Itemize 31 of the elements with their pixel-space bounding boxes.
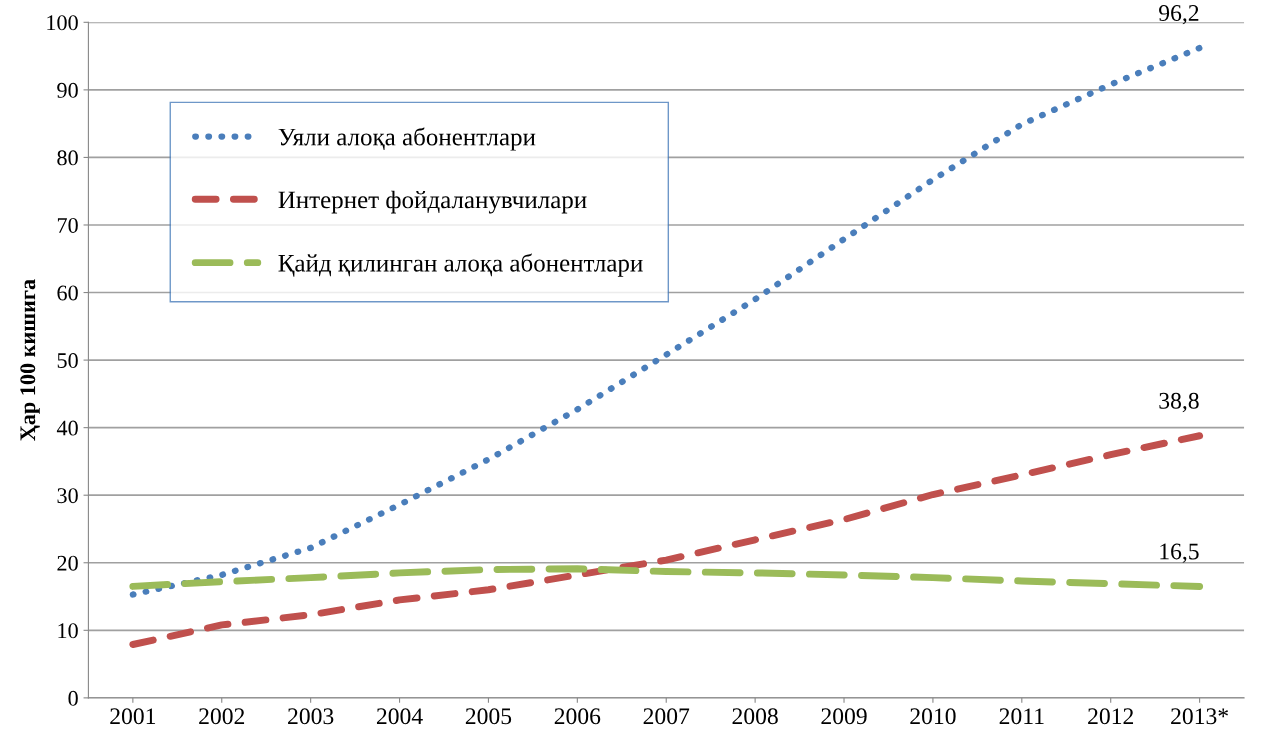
- x-tick-label: 2002: [199, 708, 245, 725]
- y-axis-title: Ҳар 100 кишига: [20, 279, 40, 441]
- x-tick-label: 2010: [910, 708, 956, 725]
- y-tick-label: 0: [68, 690, 78, 706]
- x-tick-label: 2006: [554, 708, 601, 725]
- y-tick-label: 100: [47, 15, 78, 31]
- y-tick-label: 20: [57, 555, 78, 571]
- y-tick-label: 80: [57, 150, 78, 166]
- y-tick-label: 70: [57, 217, 78, 233]
- legend-label: Интернет фойдаланувчилари: [278, 190, 587, 214]
- x-tick-label: 2007: [643, 708, 690, 725]
- legend-label: Қайд қилинган алоқа абонентлари: [278, 253, 643, 277]
- y-tick-label: 50: [57, 353, 78, 369]
- data-label: 96,2: [1159, 5, 1199, 25]
- y-tick-label: 30: [57, 488, 78, 504]
- x-tick-label: 2003: [288, 708, 334, 725]
- x-tick-label: 2008: [732, 708, 778, 725]
- y-tick-label: 90: [57, 82, 78, 98]
- x-tick-label: 2009: [821, 708, 867, 725]
- y-tick-label: 60: [57, 285, 78, 301]
- x-tick-label: 2013*: [1171, 708, 1228, 725]
- x-tick-label: 2005: [465, 708, 512, 725]
- x-tick-label: 2011: [999, 708, 1044, 725]
- legend-label: Уяли алоқа абонентлари: [278, 127, 536, 151]
- y-tick-label: 40: [56, 420, 78, 436]
- x-tick-label: 2001: [110, 708, 156, 725]
- data-label: 16,5: [1160, 543, 1199, 563]
- x-tick-label: 2004: [376, 708, 423, 725]
- x-tick-label: 2012: [1088, 708, 1134, 725]
- y-tick-label: 10: [58, 623, 78, 639]
- data-label: 38,8: [1159, 392, 1199, 413]
